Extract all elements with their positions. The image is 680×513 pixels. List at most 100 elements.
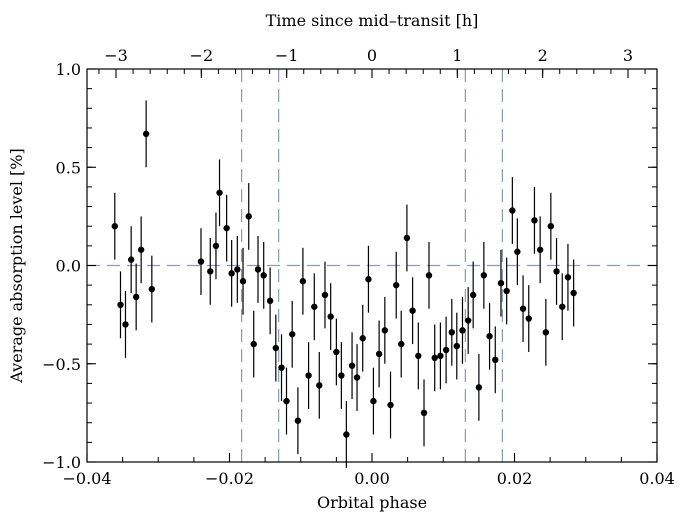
data-point xyxy=(542,329,550,336)
data-points xyxy=(111,130,577,438)
data-point xyxy=(381,327,389,334)
data-point xyxy=(442,346,450,354)
data-point xyxy=(283,397,290,405)
data-point xyxy=(327,313,334,320)
y-tick-label: −1.0 xyxy=(42,453,81,472)
data-point xyxy=(207,268,214,275)
data-point xyxy=(289,331,296,338)
error-bars xyxy=(114,100,575,468)
data-point xyxy=(464,317,472,324)
top-tick-label: −2 xyxy=(190,46,214,65)
data-point xyxy=(127,256,135,263)
data-point xyxy=(469,291,477,299)
data-point xyxy=(239,278,247,285)
data-point xyxy=(359,335,366,342)
data-point xyxy=(245,213,252,220)
data-point xyxy=(453,342,460,350)
data-point xyxy=(531,217,538,224)
data-point xyxy=(142,130,150,138)
x-axis-title: Orbital phase xyxy=(317,493,427,512)
data-point xyxy=(305,372,312,379)
data-point xyxy=(398,340,405,348)
data-point xyxy=(260,272,267,279)
data-point xyxy=(547,223,555,230)
data-point xyxy=(480,272,488,279)
y-tick-label: −0.5 xyxy=(42,355,81,374)
data-point xyxy=(348,362,356,369)
data-point xyxy=(228,270,235,277)
data-point xyxy=(370,397,377,405)
data-point xyxy=(321,291,329,299)
data-point xyxy=(266,297,274,305)
data-point xyxy=(497,279,505,287)
x-tick-label: 0.00 xyxy=(354,469,390,488)
data-point xyxy=(250,340,257,348)
data-point xyxy=(459,327,466,334)
reference-lines xyxy=(87,69,657,462)
data-point xyxy=(137,246,145,253)
data-point xyxy=(299,278,307,285)
data-point xyxy=(316,382,323,389)
data-point xyxy=(475,384,483,391)
data-point xyxy=(420,409,428,417)
data-point xyxy=(393,281,400,289)
data-point xyxy=(122,321,129,328)
data-point xyxy=(536,246,544,253)
data-point xyxy=(409,307,416,314)
data-point xyxy=(338,372,345,379)
data-point xyxy=(234,266,241,273)
data-point xyxy=(503,287,510,295)
data-point xyxy=(437,352,444,360)
y-tick-label: 1.0 xyxy=(56,60,81,79)
data-point xyxy=(509,207,516,214)
x-tick-label: −0.04 xyxy=(62,469,111,488)
data-point xyxy=(387,401,394,409)
x-tick-label: 0.02 xyxy=(497,469,533,488)
data-point xyxy=(486,333,493,340)
data-point xyxy=(425,272,433,279)
data-point xyxy=(353,374,361,381)
data-point xyxy=(294,417,302,424)
top-tick-label: −3 xyxy=(104,46,128,65)
top-tick-label: 1 xyxy=(452,46,462,65)
x-tick-label: 0.04 xyxy=(639,469,675,488)
data-point xyxy=(278,364,285,371)
data-point xyxy=(415,352,422,360)
y-tick-label: 0.5 xyxy=(56,158,81,177)
data-point xyxy=(514,248,521,255)
data-point xyxy=(375,350,383,358)
axis-ticks xyxy=(86,68,658,463)
top-tick-label: 2 xyxy=(538,46,548,65)
data-point xyxy=(519,305,527,312)
data-point xyxy=(553,268,560,275)
tick-labels: −0.04 −0.02 0.00 0.02 0.04 1.0 0.5 0.0 −0.5 −1.0 −… xyxy=(42,46,675,488)
data-point xyxy=(117,301,124,308)
data-point xyxy=(216,189,223,196)
data-point xyxy=(197,258,205,265)
y-axis-title: Average absorption level [%] xyxy=(7,148,26,383)
top-axis-title: Time since mid–transit [h] xyxy=(266,11,479,30)
data-point xyxy=(148,285,156,293)
data-point xyxy=(403,234,411,242)
data-point xyxy=(111,223,118,230)
data-point xyxy=(254,266,262,273)
data-point xyxy=(311,303,318,310)
data-point xyxy=(564,274,572,281)
data-point xyxy=(223,224,230,232)
data-point xyxy=(525,315,532,322)
y-tick-label: 0.0 xyxy=(56,257,81,276)
data-point xyxy=(570,289,577,297)
data-point xyxy=(559,303,566,310)
data-point xyxy=(212,242,220,250)
data-point xyxy=(333,348,340,356)
top-tick-label: 0 xyxy=(367,46,377,65)
data-point xyxy=(431,354,438,362)
top-tick-label: −1 xyxy=(275,46,299,65)
top-tick-label: 3 xyxy=(623,46,633,65)
x-tick-label: −0.02 xyxy=(205,469,254,488)
data-point xyxy=(343,431,350,438)
data-point xyxy=(272,344,280,352)
data-point xyxy=(365,276,372,283)
data-point xyxy=(492,356,499,364)
